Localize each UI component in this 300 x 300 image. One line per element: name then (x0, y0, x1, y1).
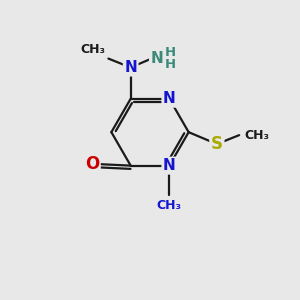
Text: N: N (124, 60, 137, 75)
Text: CH₃: CH₃ (80, 43, 105, 56)
Text: N: N (151, 51, 163, 66)
Text: H: H (164, 58, 175, 71)
Text: H: H (164, 46, 175, 59)
Text: N: N (163, 91, 176, 106)
Text: O: O (85, 155, 99, 173)
Text: CH₃: CH₃ (157, 199, 182, 212)
Text: N: N (163, 158, 176, 173)
Text: CH₃: CH₃ (244, 129, 269, 142)
Text: S: S (211, 135, 223, 153)
